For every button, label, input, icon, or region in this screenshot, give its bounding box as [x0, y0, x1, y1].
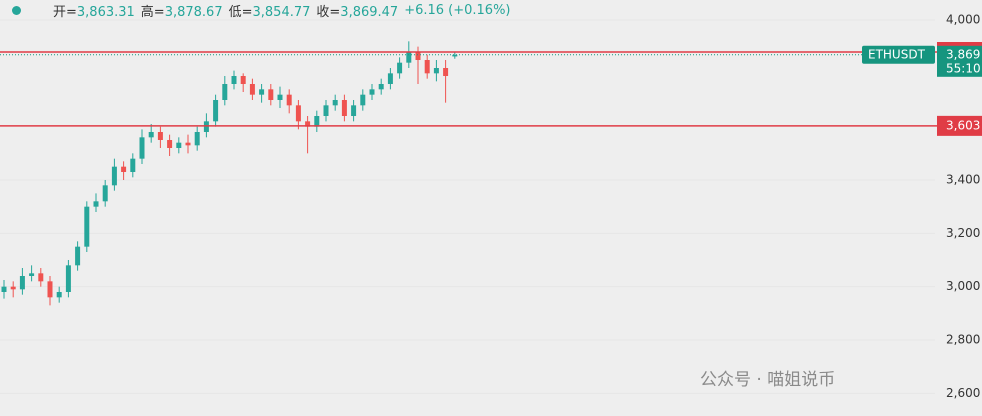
candle-body: [65, 265, 71, 292]
candle-body: [360, 94, 366, 106]
ohlc-header: 开=3,863.31 高=3,878.67 低=3,854.77 收=3,869.47…: [12, 1, 511, 20]
candle-body: [176, 142, 182, 148]
candle-body: [397, 62, 403, 74]
symbol-label: ETHUSDT: [868, 47, 926, 61]
candle-body: [93, 201, 99, 207]
ohlc-label: 高=: [140, 5, 165, 20]
candle-body: [139, 137, 145, 159]
candle-body: [121, 166, 127, 172]
candle-body: [341, 100, 347, 116]
y-tick-label: 2,600: [946, 386, 980, 400]
candle-body: [415, 52, 421, 60]
ohlc-item: 收=3,869.47: [316, 1, 398, 20]
candle-body: [332, 100, 338, 106]
ohlc-label: 低=: [228, 5, 253, 20]
ohlc-item: 低=3,854.77: [229, 1, 311, 20]
last-price-label: 3,869: [946, 47, 980, 61]
candle-body: [203, 121, 209, 132]
y-tick-label: 3,400: [946, 173, 980, 187]
candle-body: [213, 100, 219, 122]
candle-body: [29, 273, 35, 276]
ohlc-item: 高=3,878.67: [141, 1, 223, 20]
symbol-tag: [862, 45, 935, 64]
y-tick-label: 3,200: [946, 226, 980, 240]
candle-body: [378, 84, 384, 90]
y-tick-label: 2,800: [946, 333, 980, 347]
price-line-tag: [937, 115, 982, 136]
candle-body: [295, 105, 301, 122]
candle-body: [286, 94, 292, 106]
candle-body: [314, 116, 320, 127]
candle-body: [231, 76, 237, 84]
candle-body: [19, 276, 25, 290]
candle-body: [38, 273, 44, 282]
candle-body: [443, 68, 449, 76]
candle-body: [406, 52, 412, 63]
candle-body: [305, 121, 311, 127]
candle-body: [240, 76, 246, 84]
candle-body: [185, 142, 191, 146]
candle-body: [157, 132, 163, 140]
candle-body: [1, 286, 7, 292]
ohlc-value: 3,878.67: [164, 5, 223, 20]
candle-body: [194, 132, 200, 146]
price-line-label: 3,603: [946, 118, 980, 132]
countdown: 55:10: [946, 61, 981, 75]
y-tick-label: 3,000: [946, 279, 980, 293]
candle-body: [75, 246, 81, 266]
candle-body: [84, 206, 90, 247]
candle-body: [268, 89, 274, 100]
candle-body: [387, 73, 393, 84]
watermark: 公众号 · 喵姐说币: [700, 370, 836, 390]
ohlc-value: 3,854.77: [252, 5, 311, 20]
candle-body: [148, 132, 154, 138]
candle-body: [249, 84, 255, 95]
candle-body: [323, 105, 329, 116]
ohlc-label: 收=: [316, 5, 341, 20]
candle-body: [167, 140, 173, 148]
candle-body: [277, 94, 283, 100]
ohlc-label: 开=: [53, 5, 77, 20]
candle-body: [102, 185, 108, 202]
candle-body: [47, 281, 53, 298]
candle-body: [369, 89, 375, 95]
ohlc-value: 3,863.31: [76, 5, 135, 20]
ohlc-value: 3,869.47: [340, 5, 399, 20]
candle-body: [351, 105, 357, 116]
ohlc-item: 开=3,863.31: [53, 1, 135, 20]
y-tick-label: 4,000: [946, 13, 980, 27]
candle-body: [433, 68, 439, 74]
candle-body: [111, 166, 117, 186]
status-dot: [12, 6, 21, 15]
candle-body: [56, 292, 62, 298]
candle-body: [222, 84, 228, 100]
candle-body: [259, 89, 265, 95]
candle-body: [424, 60, 430, 74]
candle-body: [10, 286, 16, 290]
price-change: +6.16 (+0.16%): [404, 3, 511, 18]
candle-body: [130, 158, 136, 172]
last-price-tag: [937, 45, 982, 77]
candle-body: [452, 54, 458, 57]
